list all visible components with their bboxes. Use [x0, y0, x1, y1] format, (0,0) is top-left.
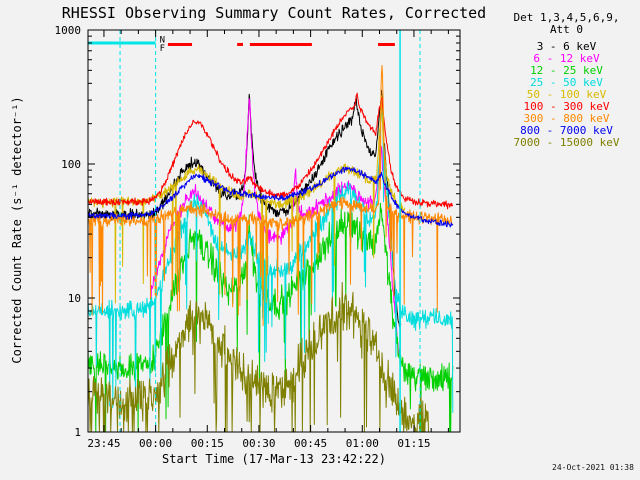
legend-item-0: 3 - 6 keV [536, 40, 597, 53]
series-2-curve [88, 202, 454, 432]
flags-layer: NF [88, 30, 421, 432]
y-tick-label: 1000 [55, 24, 82, 37]
y-axis-label: Corrected Count Rate (s⁻¹ detector⁻¹) [10, 96, 24, 364]
y-tick-label: 100 [61, 158, 81, 171]
series-6-curve [88, 64, 454, 327]
y-tick-label: 1 [74, 426, 81, 439]
flag-label-N: N [160, 35, 165, 45]
x-tick-label: 01:00 [346, 437, 379, 450]
legend-attenuator: Att 0 [549, 23, 584, 36]
series-1-curve [149, 98, 399, 355]
series-0-curve [88, 89, 402, 328]
legend-item-7: 800 - 7000 keV [520, 124, 613, 137]
x-tick-label: 23:45 [87, 437, 120, 450]
creation-timestamp: 24-Oct-2021 01:38 [552, 463, 634, 472]
legend-item-2: 12 - 25 keV [530, 64, 603, 77]
x-tick-label: 00:30 [242, 437, 275, 450]
legend-item-4: 50 - 100 keV [526, 88, 607, 101]
chart-title: RHESSI Observing Summary Count Rates, Co… [61, 4, 487, 22]
y-tick-label: 10 [68, 292, 81, 305]
legend-item-1: 6 - 12 keV [533, 52, 600, 65]
legend-item-5: 100 - 300 keV [523, 100, 610, 113]
x-tick-label: 00:45 [294, 437, 327, 450]
x-axis-label: Start Time (17-Mar-13 23:42:22) [162, 452, 386, 466]
axes-layer: 23:45 00:00 00:15 00:30 00:45 01:00 01:15 1 10 10… [55, 24, 461, 450]
x-tick-label: 01:15 [397, 437, 430, 450]
x-tick-label: 00:15 [191, 437, 224, 450]
series-layer [88, 64, 454, 432]
legend-item-6: 300 - 800 keV [523, 112, 610, 125]
series-5-curve [88, 92, 454, 210]
legend: Det 1,3,4,5,6,9, Att 0 3 - 6 keV 6 - 12 k… [493, 12, 640, 149]
flag-label-F: F [160, 44, 165, 54]
legend-item-8: 7000 - 15000 keV [513, 136, 620, 149]
legend-items: 3 - 6 keV 6 - 12 keV 12 - 25 keV 25 - 50 ke… [493, 41, 640, 149]
series-7-curve [88, 166, 454, 228]
series-8-curve [88, 281, 429, 432]
x-tick-label: 00:00 [139, 437, 172, 450]
legend-header: Det 1,3,4,5,6,9, [513, 11, 620, 24]
legend-item-3: 25 - 50 keV [530, 76, 603, 89]
